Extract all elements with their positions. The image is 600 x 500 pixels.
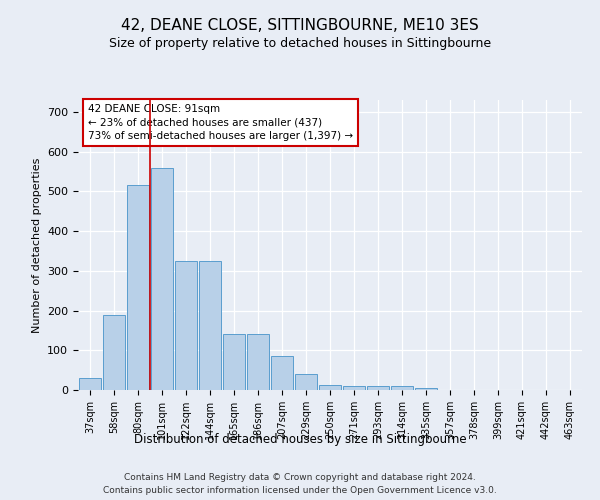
Bar bbox=[367, 386, 389, 390]
Text: 42, DEANE CLOSE, SITTINGBOURNE, ME10 3ES: 42, DEANE CLOSE, SITTINGBOURNE, ME10 3ES bbox=[121, 18, 479, 32]
Bar bbox=[127, 186, 149, 390]
Bar bbox=[343, 386, 365, 390]
Bar bbox=[223, 334, 245, 390]
Text: Size of property relative to detached houses in Sittingbourne: Size of property relative to detached ho… bbox=[109, 38, 491, 51]
Bar bbox=[391, 386, 413, 390]
Bar bbox=[103, 314, 125, 390]
Bar bbox=[271, 356, 293, 390]
Bar bbox=[151, 168, 173, 390]
Text: Contains HM Land Registry data © Crown copyright and database right 2024.: Contains HM Land Registry data © Crown c… bbox=[124, 472, 476, 482]
Text: Contains public sector information licensed under the Open Government Licence v3: Contains public sector information licen… bbox=[103, 486, 497, 495]
Bar bbox=[295, 374, 317, 390]
Bar bbox=[247, 334, 269, 390]
Bar bbox=[415, 388, 437, 390]
Bar bbox=[319, 385, 341, 390]
Bar bbox=[199, 261, 221, 390]
Y-axis label: Number of detached properties: Number of detached properties bbox=[32, 158, 41, 332]
Bar bbox=[175, 261, 197, 390]
Text: Distribution of detached houses by size in Sittingbourne: Distribution of detached houses by size … bbox=[134, 432, 466, 446]
Bar bbox=[79, 378, 101, 390]
Text: 42 DEANE CLOSE: 91sqm
← 23% of detached houses are smaller (437)
73% of semi-det: 42 DEANE CLOSE: 91sqm ← 23% of detached … bbox=[88, 104, 353, 141]
